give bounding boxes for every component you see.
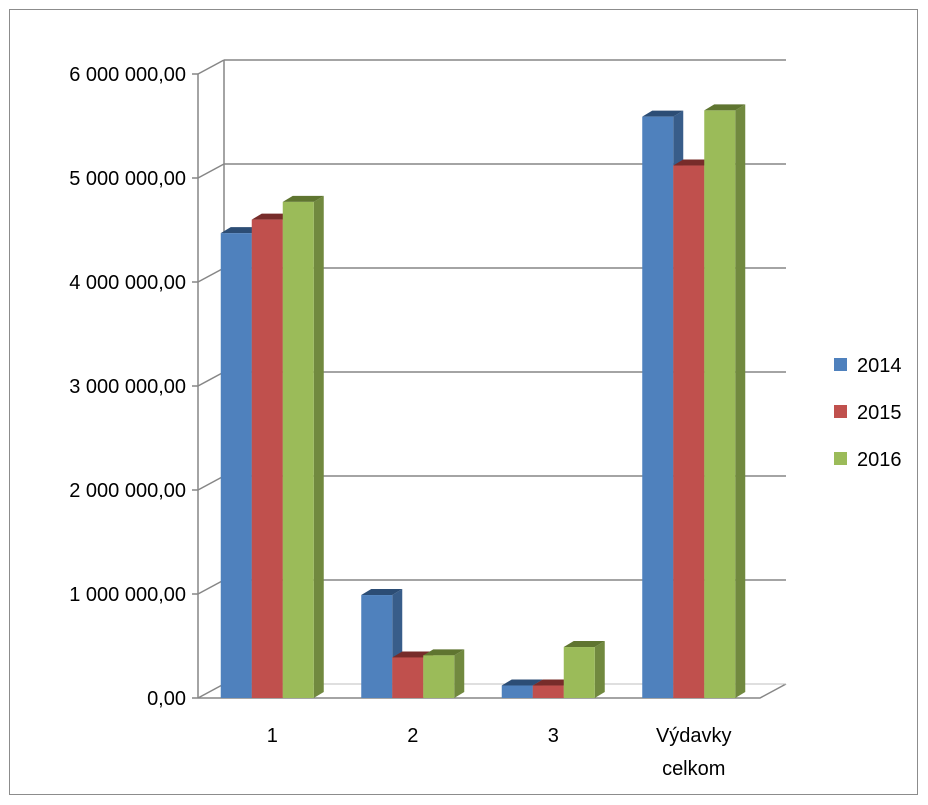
x-tick-label: celkom [662,758,725,780]
bar-front [532,685,564,698]
bar-front [501,685,533,698]
bar-top [532,679,574,686]
bar-top [642,110,684,117]
bar-top [673,159,715,166]
x-tick-label: Výdavky [656,725,732,747]
legend-swatch-2014 [834,358,847,371]
y-tick-label: 4 000 000,00 [69,272,186,294]
bar-side [735,104,746,698]
bar-side [313,195,324,699]
bar-top [563,641,605,648]
bar-top [392,651,434,658]
gridline-connector [197,579,225,595]
bar-top [704,104,746,111]
bar-top [423,649,465,656]
gridline-connector [197,475,225,491]
legend-swatch-2016 [834,452,847,465]
bar-top [220,227,262,234]
x-tick-label: 2 [407,725,418,747]
bar-2015 [673,159,715,698]
bar-front [361,595,393,698]
gridline-connector [197,371,225,387]
bar-side [454,649,465,698]
x-tick-label: 1 [267,725,278,747]
x-tick-label: 3 [548,725,559,747]
bar-top [251,213,293,220]
gridline-connector [197,163,225,179]
bar-front [251,219,283,698]
y-tick-labels: 0,00 1 000 000,00 2 000 000,00 3 000 000,00… [69,64,186,710]
bar-2016 [563,641,605,698]
legend-label-2016: 2016 [857,449,902,471]
bar-2016 [423,649,465,698]
bar-front [642,116,674,698]
bar-front [392,657,424,698]
x-tick-labels: 1 2 3 Výdavky celkom [267,725,732,780]
legend-swatch-2015 [834,405,847,418]
gridline-connector [197,267,225,283]
bar-front [220,233,252,698]
y-tick-label: 2 000 000,00 [69,480,186,502]
legend: 2014 2015 2016 [834,355,902,471]
bar-front [423,655,455,698]
bar-top [282,195,324,202]
gridline-connector [197,683,225,699]
y-tick-label: 6 000 000,00 [69,64,186,86]
bar-side [594,641,605,698]
gridline-connector [197,59,225,75]
bar-front [563,647,595,698]
bar-2016 [704,104,746,698]
bar-2014 [361,589,403,698]
legend-label-2014: 2014 [857,355,902,377]
bar-top [501,679,543,686]
bar-front [282,201,314,699]
legend-label-2015: 2015 [857,402,902,424]
bar-front [673,165,705,698]
bar-front [704,110,736,698]
y-tick-label: 5 000 000,00 [69,168,186,190]
y-tick-label: 1 000 000,00 [69,584,186,606]
y-tick-label: 0,00 [147,688,186,710]
bars [220,104,746,699]
bar-top [361,589,403,596]
y-tick-label: 3 000 000,00 [69,376,186,398]
bar-2016 [282,195,324,699]
